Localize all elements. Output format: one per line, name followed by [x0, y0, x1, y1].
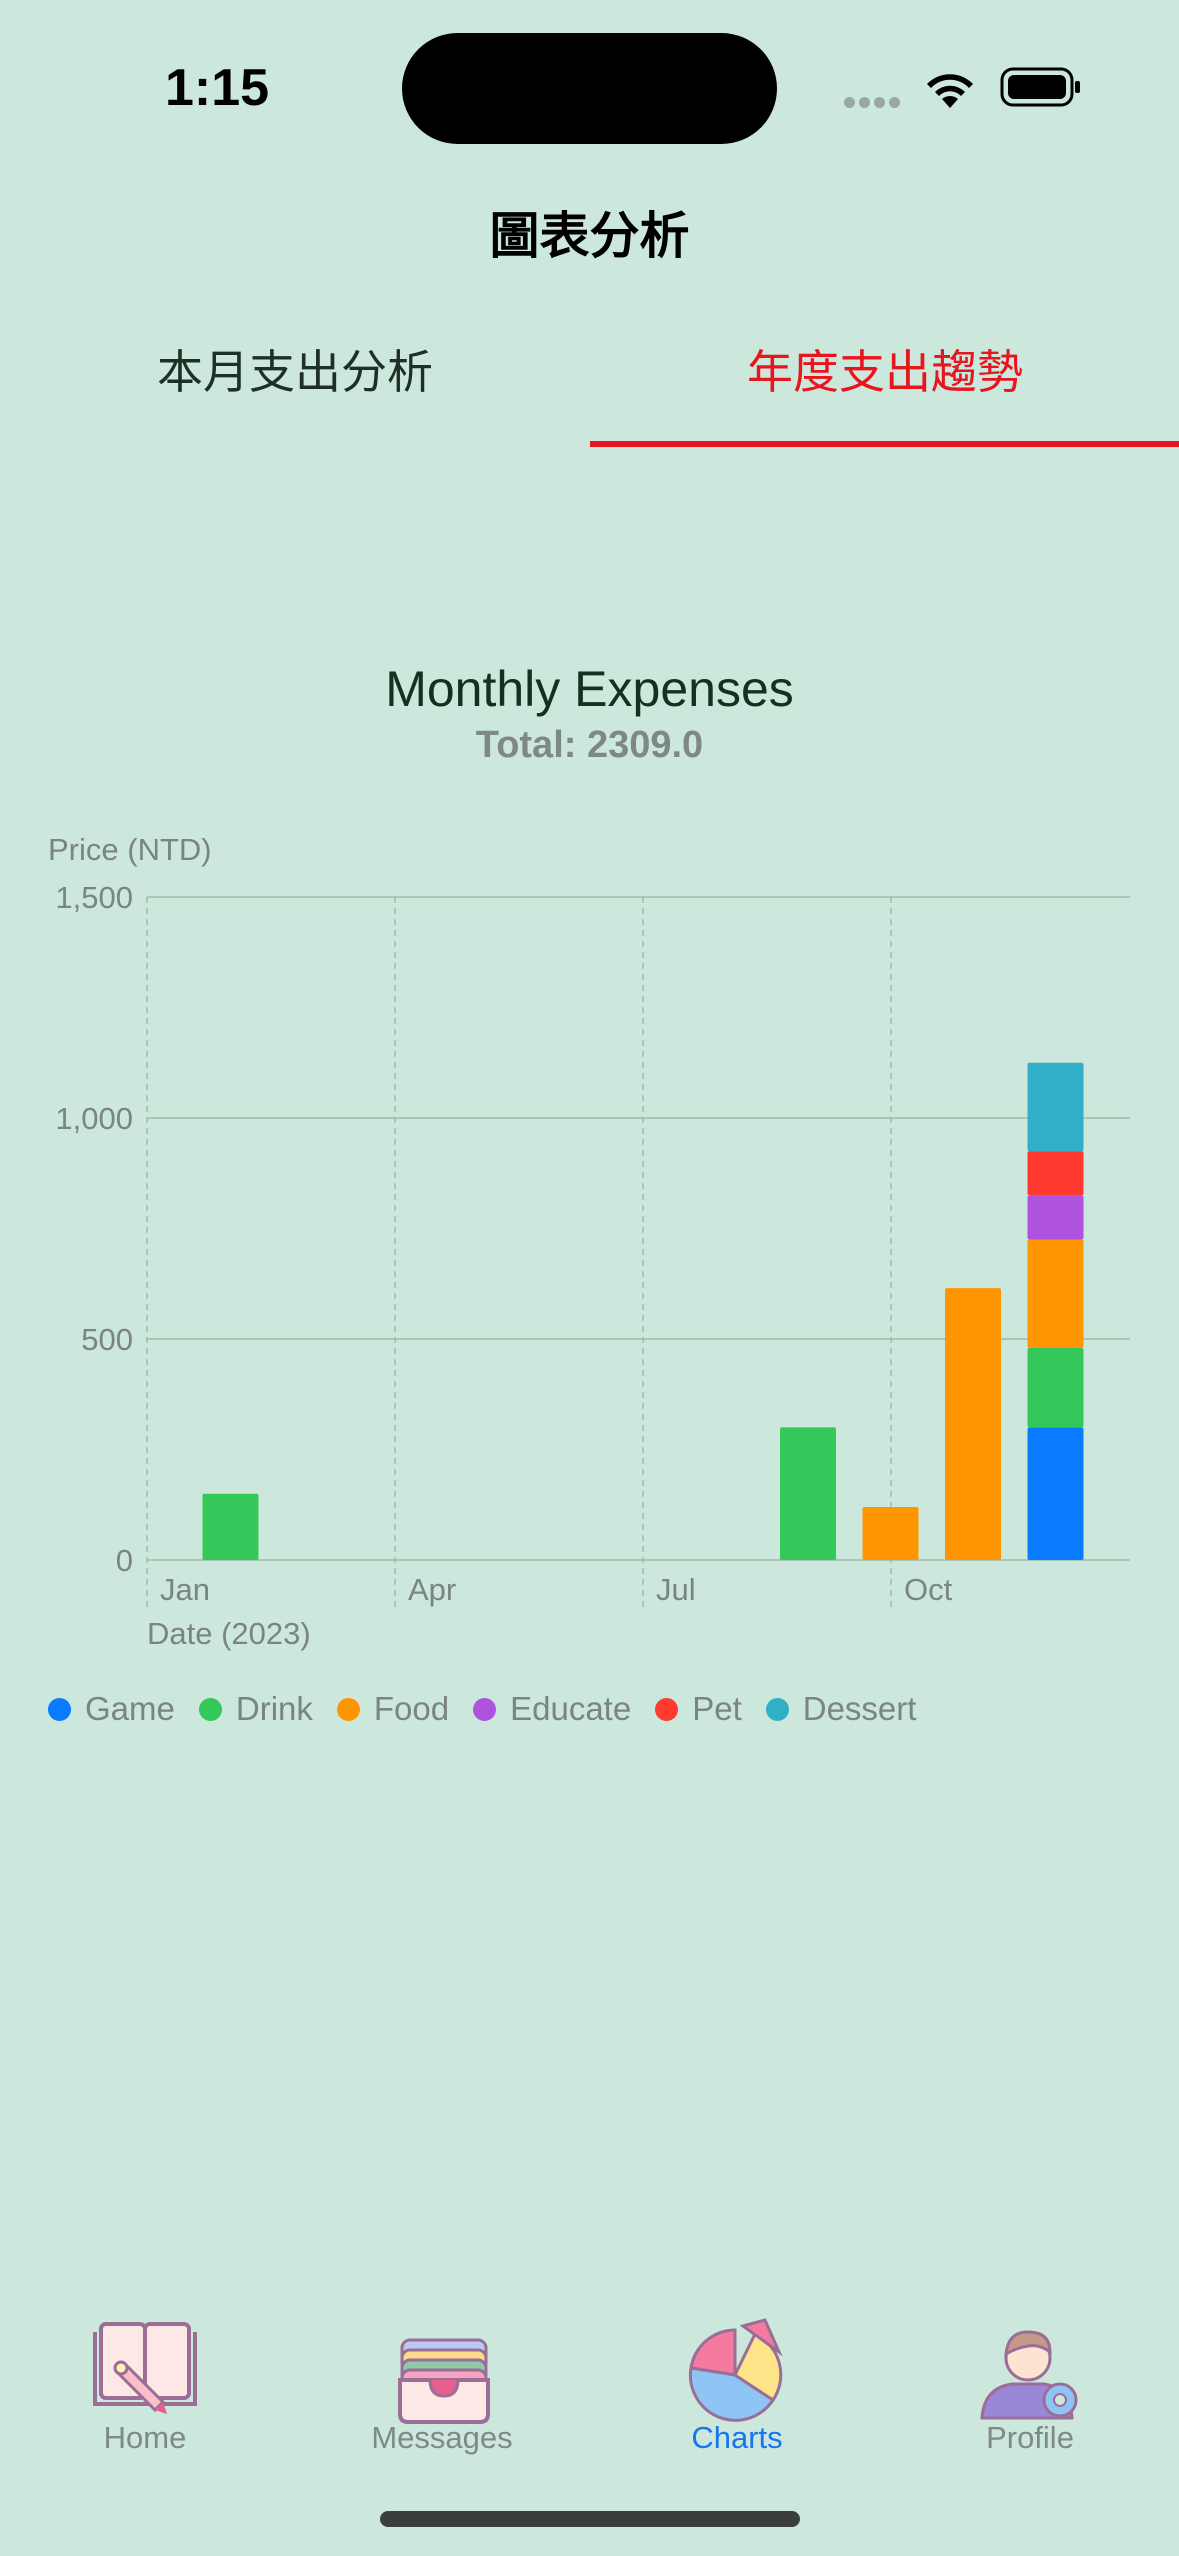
active-tab-indicator: [590, 441, 1179, 447]
legend-item: Drink: [198, 1690, 313, 1728]
legend-label: Pet: [692, 1690, 742, 1727]
home-indicator: [380, 2511, 800, 2527]
bar-segment: [780, 1427, 836, 1560]
battery-icon: [1000, 67, 1080, 107]
legend-label: Game: [85, 1690, 175, 1727]
tab-yearly-trend[interactable]: 年度支出趨勢: [747, 346, 1023, 398]
y-tick-label: 500: [81, 1322, 133, 1357]
bar-segment: [1027, 1347, 1084, 1428]
status-time: 1:15: [165, 59, 270, 117]
legend-swatch: [198, 1697, 222, 1721]
legend-item: Dessert: [765, 1690, 917, 1728]
x-tick-label: Oct: [904, 1572, 953, 1607]
bar-segment: [862, 1506, 919, 1560]
wifi-icon: [927, 74, 973, 108]
legend-label: Drink: [235, 1690, 313, 1727]
chart-subtitle: Total: 2309.0: [475, 724, 704, 766]
nav-messages[interactable]: Messages: [342, 2318, 542, 2456]
bar-segment: [1027, 1239, 1084, 1348]
nav-messages-label: Messages: [371, 2420, 513, 2455]
x-tick-label: Jul: [656, 1572, 696, 1607]
user-gear-icon: [980, 2330, 1078, 2420]
legend-item: Food: [336, 1690, 450, 1728]
legend-swatch: [48, 1697, 71, 1721]
cellular-signal-icon: [844, 95, 904, 113]
nav-charts[interactable]: Charts: [637, 2318, 837, 2456]
nav-profile[interactable]: Profile: [930, 2318, 1130, 2456]
y-tick-label: 1,000: [55, 1101, 133, 1136]
legend-item: Educate: [473, 1690, 631, 1728]
bar-segment: [1027, 1427, 1084, 1560]
legend-swatch: [655, 1697, 679, 1721]
legend-item: Game: [48, 1690, 175, 1728]
pie-chart-icon: [688, 2318, 783, 2422]
legend-swatch: [765, 1697, 789, 1721]
legend-swatch: [336, 1697, 360, 1721]
bar-segment: [1027, 1062, 1084, 1152]
y-tick-label: 0: [116, 1543, 133, 1578]
bar-segment: [202, 1493, 259, 1560]
nav-profile-label: Profile: [986, 2420, 1074, 2455]
nav-home[interactable]: Home: [45, 2318, 245, 2456]
y-axis-title: Price (NTD): [48, 832, 212, 867]
nav-charts-label: Charts: [691, 2420, 783, 2455]
bottom-tab-bar: Home Messages Charts Profile: [0, 2300, 1179, 2460]
bar-segment: [1027, 1195, 1084, 1240]
legend-swatch: [473, 1697, 497, 1721]
y-tick-label: 1,500: [55, 880, 133, 915]
x-tick-label: Jan: [160, 1572, 210, 1607]
legend-label: Dessert: [802, 1690, 917, 1727]
tab-monthly-analysis[interactable]: 本月支出分析: [157, 346, 433, 398]
legend-label: Food: [373, 1690, 450, 1727]
legend-item: Pet: [655, 1690, 742, 1728]
chart-title: Monthly Expenses: [385, 661, 794, 717]
stacked-bar-chart: Price (NTD) 1,500 1,000 500 0 Jan Apr Jul Oct Dat…: [48, 832, 1130, 1651]
page-title: 圖表分析: [489, 208, 690, 264]
dynamic-island: [402, 33, 777, 144]
notebook-pencil-icon: [93, 2322, 197, 2414]
x-tick-label: Apr: [408, 1572, 456, 1607]
bar-segment: [945, 1288, 1001, 1560]
bar-segment: [1027, 1151, 1084, 1196]
x-axis-title: Date (2023): [147, 1616, 311, 1651]
legend-label: Educate: [510, 1690, 632, 1727]
wallet-cards-icon: [398, 2338, 490, 2424]
chart-legend: Game Drink Food Educate Pet Dessert: [48, 1690, 940, 1728]
nav-home-label: Home: [103, 2420, 187, 2455]
